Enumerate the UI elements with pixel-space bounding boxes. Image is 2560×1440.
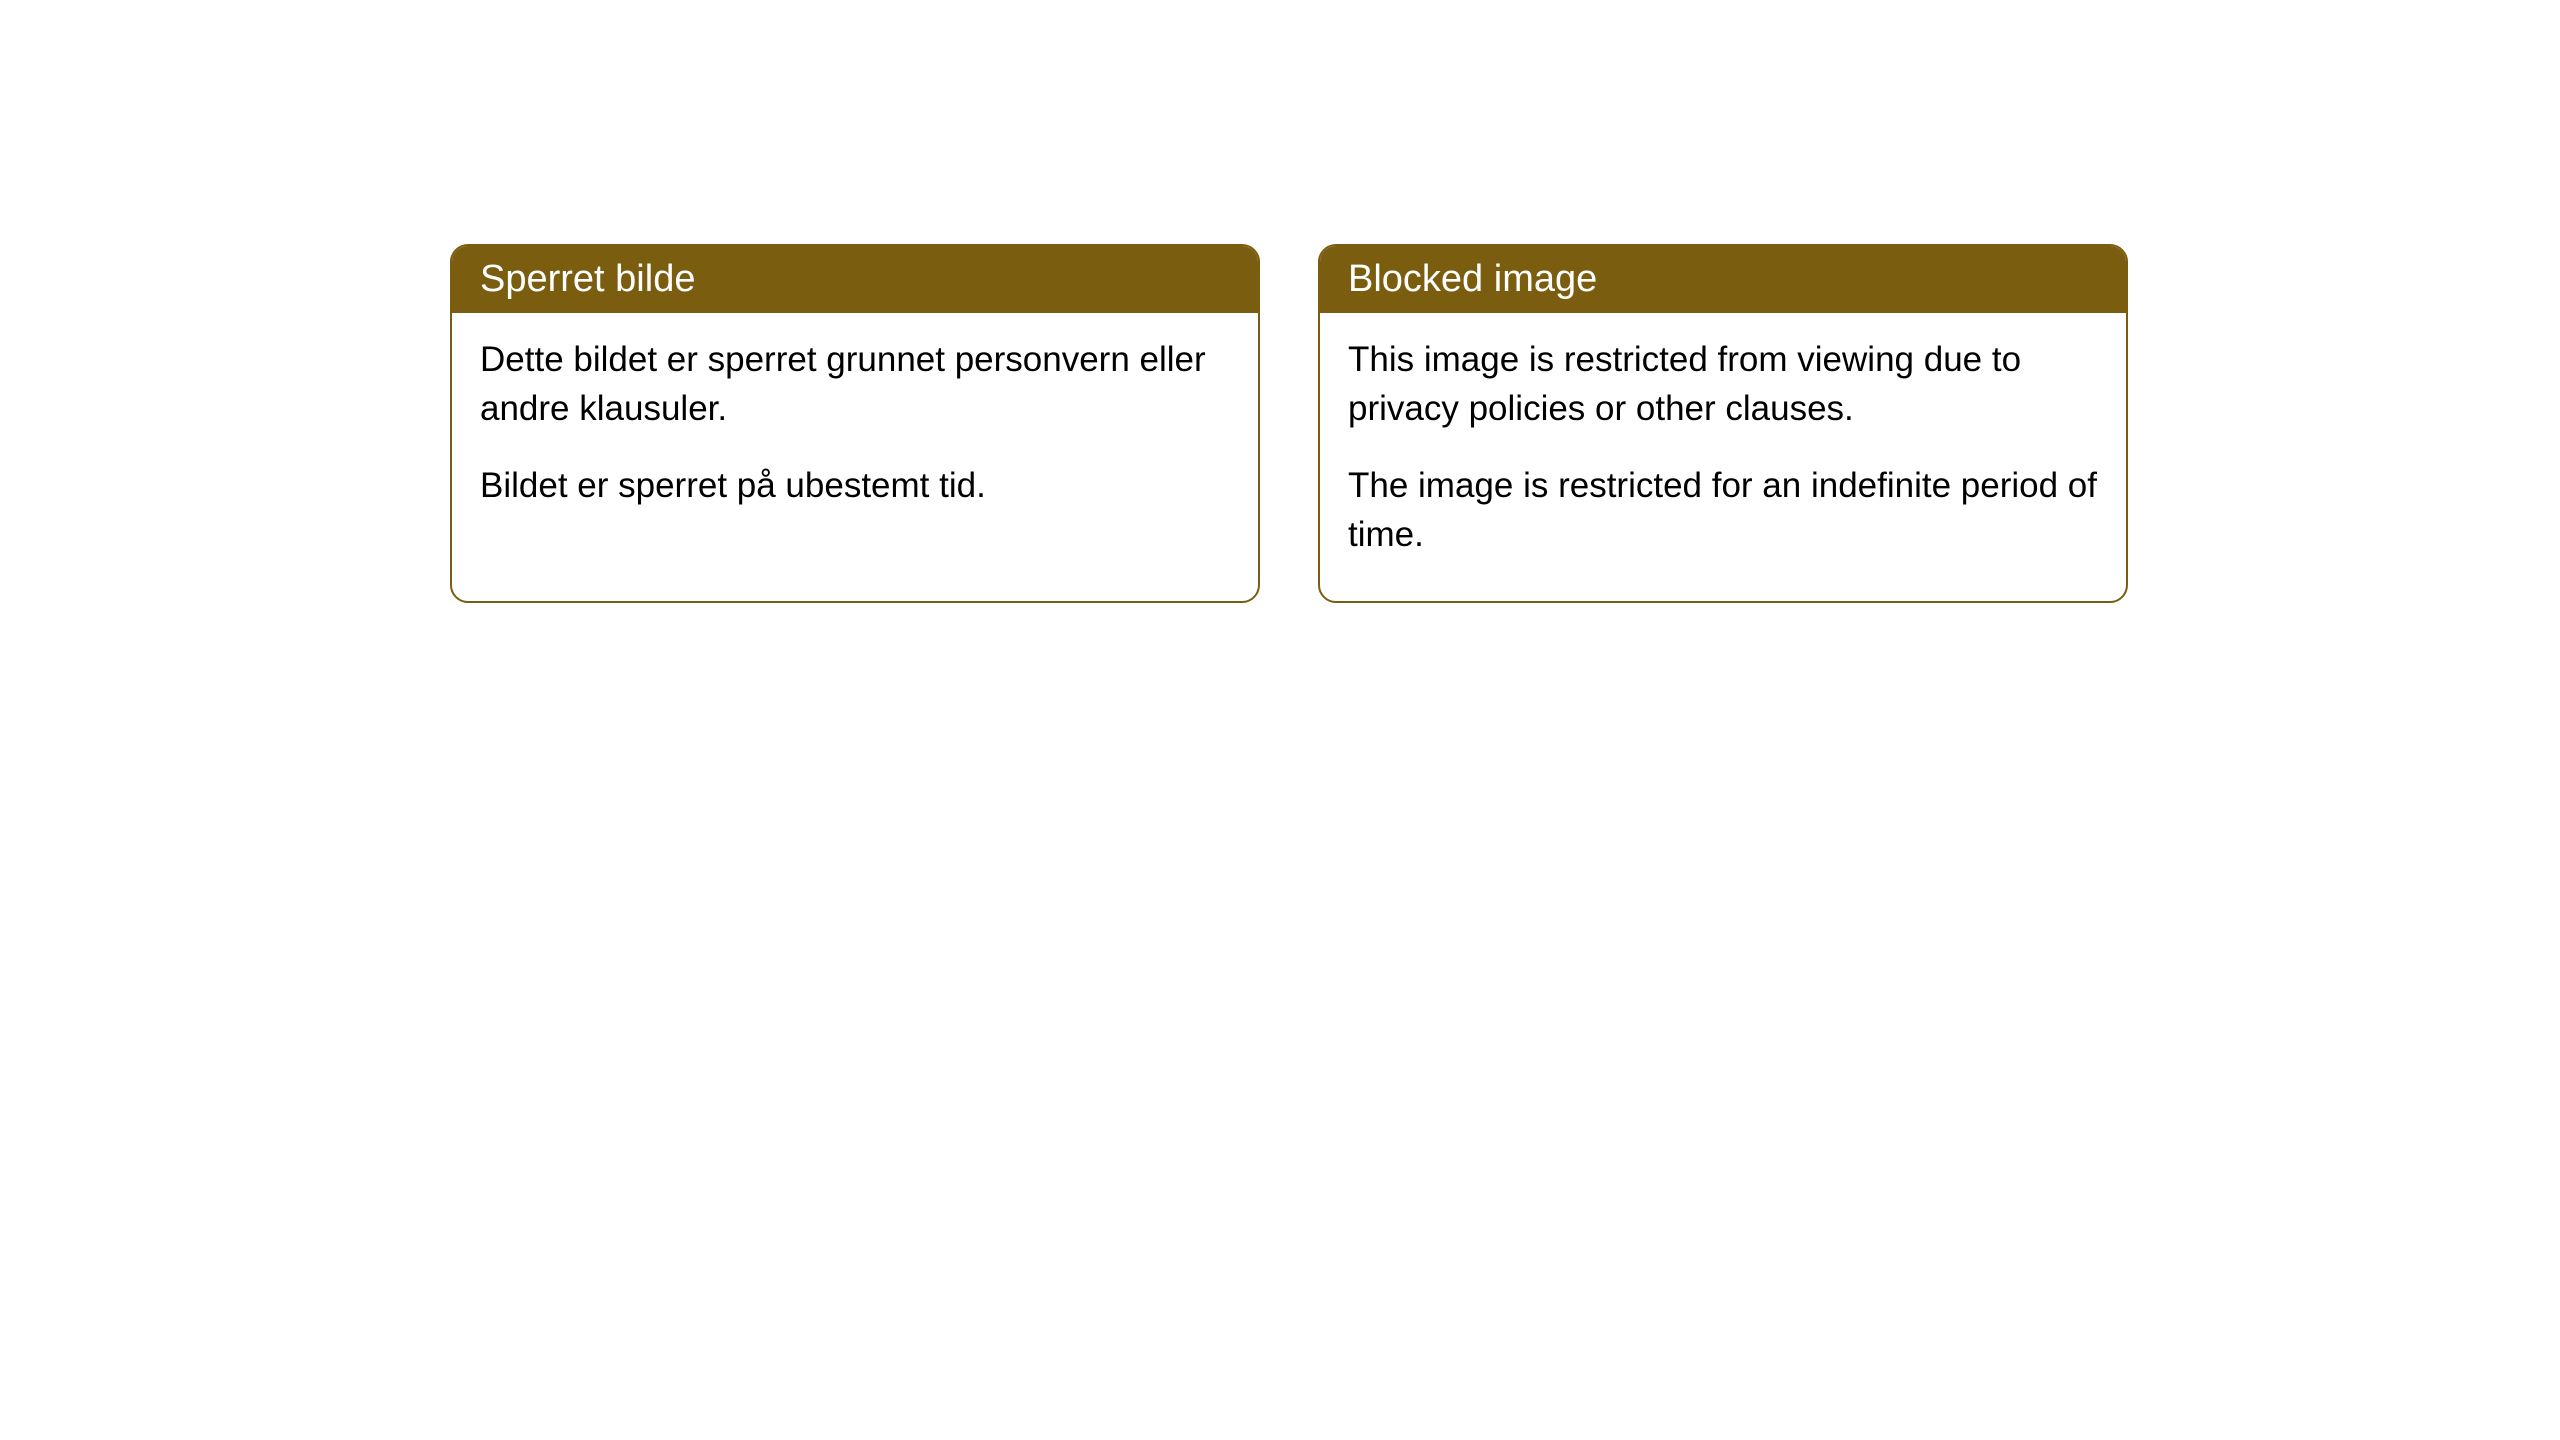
- card-paragraph: The image is restricted for an indefinit…: [1348, 461, 2098, 559]
- card-body: This image is restricted from viewing du…: [1320, 313, 2126, 601]
- card-paragraph: This image is restricted from viewing du…: [1348, 335, 2098, 433]
- card-paragraph: Bildet er sperret på ubestemt tid.: [480, 461, 1230, 510]
- card-body: Dette bildet er sperret grunnet personve…: [452, 313, 1258, 552]
- notice-cards-container: Sperret bilde Dette bildet er sperret gr…: [450, 244, 2128, 603]
- card-title: Blocked image: [1320, 246, 2126, 313]
- blocked-image-card-english: Blocked image This image is restricted f…: [1318, 244, 2128, 603]
- blocked-image-card-norwegian: Sperret bilde Dette bildet er sperret gr…: [450, 244, 1260, 603]
- card-title: Sperret bilde: [452, 246, 1258, 313]
- card-paragraph: Dette bildet er sperret grunnet personve…: [480, 335, 1230, 433]
